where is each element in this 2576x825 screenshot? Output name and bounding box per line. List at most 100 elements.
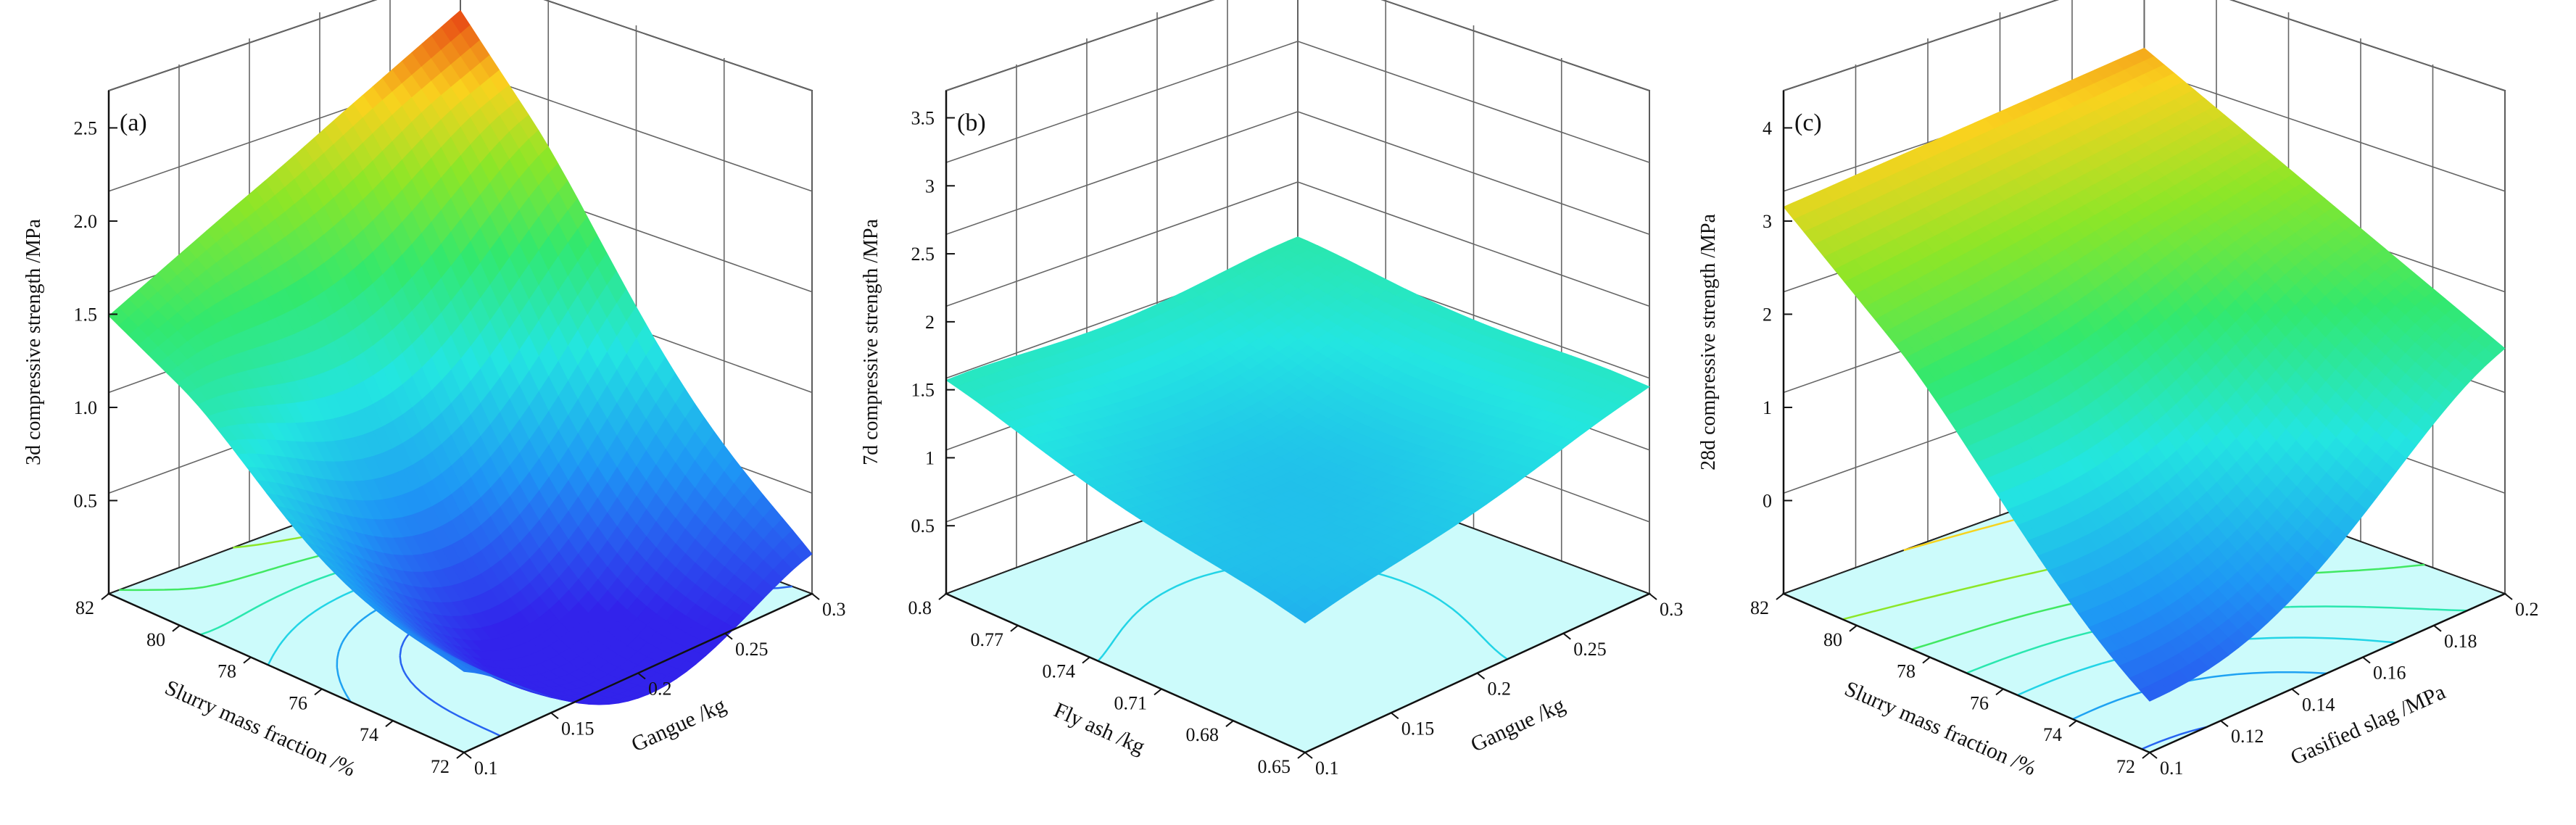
- y-axis-title: Gangue /kg: [1467, 693, 1568, 757]
- z-tick-label: 2: [1763, 304, 1772, 325]
- x-tick-mark: [1922, 656, 1931, 664]
- z-tick-label: 4: [1763, 117, 1772, 138]
- x-tick-label: 0.8: [908, 597, 932, 618]
- y-tick-label: 0.14: [2302, 694, 2335, 715]
- z-axis-title: 28d compressive strength /MPa: [1697, 214, 1720, 470]
- y-tick-mark: [1476, 672, 1486, 680]
- y-tick-label: 0.2: [2515, 599, 2539, 620]
- x-tick-mark: [938, 593, 947, 600]
- x-tick-mark: [243, 656, 252, 664]
- y-tick-mark: [2220, 720, 2229, 727]
- x-tick-label: 0.74: [1043, 661, 1076, 682]
- y-tick-label: 0.16: [2373, 663, 2406, 684]
- panel-label: (c): [1794, 109, 1822, 136]
- x-tick-label: 78: [218, 661, 236, 682]
- z-tick-label: 0.5: [911, 515, 935, 536]
- x-tick-mark: [456, 752, 465, 759]
- x-tick-mark: [385, 720, 394, 727]
- x-tick-label: 0.77: [971, 629, 1004, 650]
- y-tick-mark: [1649, 593, 1657, 600]
- y-tick-label: 0.1: [1315, 758, 1339, 779]
- y-tick-mark: [550, 712, 559, 720]
- y-tick-label: 0.12: [2231, 726, 2264, 747]
- z-tick-label: 1: [1763, 397, 1772, 418]
- x-tick-mark: [1849, 625, 1858, 632]
- x-tick-label: 82: [75, 597, 94, 618]
- x-tick-label: 74: [2043, 724, 2062, 745]
- x-tick-label: 0.68: [1186, 724, 1219, 745]
- surface: [945, 236, 1650, 623]
- y-tick-mark: [1562, 632, 1571, 640]
- surface: [108, 9, 813, 705]
- y-tick-label: 0.15: [1401, 718, 1435, 739]
- x-tick-label: 76: [1970, 692, 1989, 713]
- y-axis-title: Gangue /kg: [628, 693, 729, 757]
- z-tick-label: 3.5: [911, 108, 935, 129]
- y-tick-label: 0.25: [735, 639, 769, 660]
- z-tick-label: 3: [925, 175, 935, 196]
- x-tick-mark: [101, 593, 109, 600]
- wall-gridline: [108, 0, 813, 91]
- x-tick-label: 82: [1750, 597, 1769, 618]
- x-tick-mark: [1010, 625, 1019, 632]
- surface-patch: [454, 664, 474, 673]
- y-tick-mark: [2504, 593, 2513, 600]
- x-tick-label: 78: [1897, 661, 1916, 682]
- y-tick-label: 0.3: [1660, 599, 1683, 620]
- x-tick-mark: [1082, 656, 1090, 664]
- x-tick-mark: [1995, 688, 2004, 696]
- y-tick-label: 0.3: [822, 599, 846, 620]
- z-tick-label: 1.5: [74, 304, 98, 325]
- x-tick-label: 74: [360, 724, 378, 745]
- x-tick-mark: [2068, 720, 2077, 727]
- z-axis-title: 3d compressive strength /MPa: [22, 219, 45, 465]
- y-tick-label: 0.2: [648, 679, 672, 700]
- y-tick-mark: [2291, 688, 2300, 696]
- z-tick-label: 2.0: [74, 211, 98, 232]
- y-tick-mark: [1391, 712, 1399, 720]
- x-tick-mark: [1225, 720, 1234, 727]
- y-tick-label: 0.25: [1573, 639, 1607, 660]
- z-tick-label: 1.0: [74, 397, 98, 418]
- panel-1: 0.5 1 1.5 2 2.5 3 3.5 0.8 0.77 0.74 0.71 0.68 0.65 0.…: [860, 0, 1683, 779]
- x-tick-mark: [1297, 752, 1306, 759]
- panel-0: 0.5 1.0 1.5 2.0 2.5 82 80 78 76 74 72 0.1 0.15 0.2 0.2…: [22, 0, 846, 782]
- y-tick-mark: [2433, 625, 2442, 632]
- panel-label: (b): [957, 109, 986, 136]
- x-tick-mark: [1154, 688, 1162, 696]
- y-tick-mark: [463, 752, 472, 759]
- x-tick-mark: [2142, 752, 2150, 759]
- z-tick-label: 0.5: [74, 490, 98, 511]
- panel-2: 0 1 2 3 4 82 80 78 76 74 72 0.1 0.12 0.14 0.16 0.18 0.2 2…: [1697, 0, 2539, 780]
- z-tick-label: 2: [925, 312, 935, 333]
- y-tick-mark: [1304, 752, 1313, 759]
- wall-gridline: [945, 0, 1650, 91]
- z-tick-label: 2.5: [74, 117, 98, 138]
- y-tick-label: 0.1: [2160, 758, 2184, 779]
- panel-label: (a): [120, 109, 147, 136]
- z-tick-label: 3: [1763, 211, 1772, 232]
- z-tick-label: 2.5: [911, 244, 935, 265]
- z-tick-label: 1: [925, 447, 935, 468]
- y-tick-label: 0.18: [2444, 631, 2477, 652]
- z-tick-label: 0: [1763, 490, 1772, 511]
- x-tick-label: 0.65: [1258, 756, 1291, 777]
- x-tick-label: 80: [146, 629, 165, 650]
- y-tick-mark: [811, 593, 820, 600]
- y-tick-label: 0.1: [474, 758, 498, 779]
- x-axis-line: [108, 592, 465, 754]
- y-tick-mark: [2362, 656, 2371, 664]
- y-tick-mark: [2149, 752, 2158, 759]
- y-tick-mark: [637, 672, 646, 680]
- x-tick-label: 0.71: [1114, 692, 1148, 713]
- y-tick-label: 0.15: [561, 718, 595, 739]
- z-axis-title: 7d compressive strength /MPa: [860, 219, 882, 465]
- y-tick-mark: [724, 632, 733, 640]
- x-tick-mark: [314, 688, 323, 696]
- z-tick-label: 1.5: [911, 380, 935, 401]
- x-tick-label: 76: [289, 692, 307, 713]
- x-tick-mark: [1776, 593, 1784, 600]
- x-tick-mark: [172, 625, 181, 632]
- x-tick-label: 80: [1823, 629, 1842, 650]
